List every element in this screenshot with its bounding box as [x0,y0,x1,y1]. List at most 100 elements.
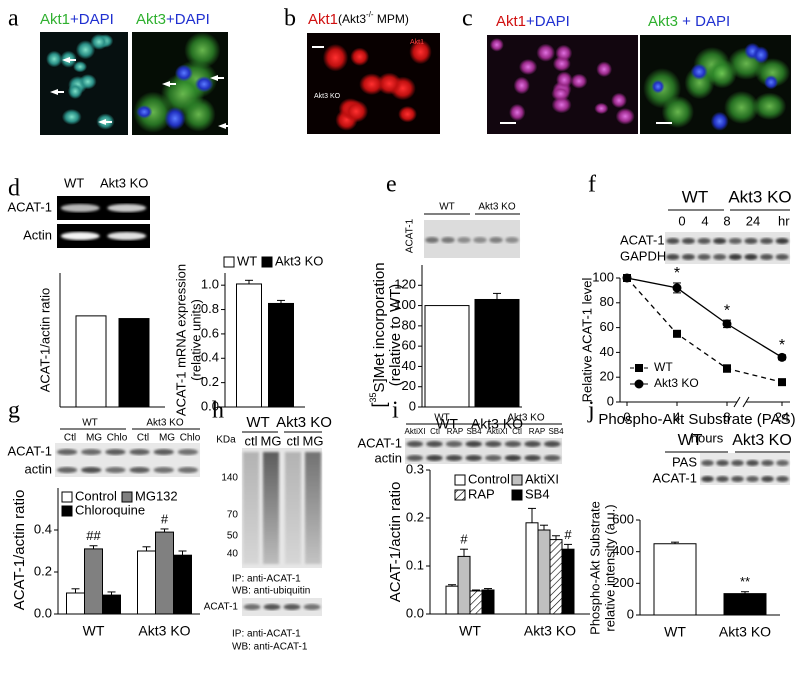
y-tick-label: 0.2 [406,509,424,524]
chart-title: Phospho-Akt Substrate (PAS) [598,411,795,428]
legend-swatch [61,505,73,517]
blot-band [543,455,561,461]
blot-band [465,441,482,447]
legend-label: Akt3 KO [275,253,323,268]
blot-band [107,204,147,212]
y-tick-label: 0.0 [34,605,52,620]
genotype: (Akt3 [338,12,366,26]
scale-bar [500,122,516,124]
point [672,283,682,293]
blot-band [505,237,519,243]
x-tick-label: WT [664,624,686,640]
cell [518,58,538,75]
row-label: ACAT-1 [7,199,52,214]
blot-band [445,441,463,447]
cell [75,40,96,60]
blot-band [504,441,522,447]
blot-band [426,455,443,461]
blot-band [303,604,321,610]
blot-smear [285,452,301,564]
y-tick-label: 40 [402,358,416,373]
bar [424,305,470,408]
blot-band [728,254,742,260]
blot-band [776,476,789,482]
cell [513,76,530,95]
y-tick-label: 60 [402,338,416,353]
lane-label: AktiXI [405,427,426,436]
bar [481,589,495,615]
group-label: Akt3 KO [507,413,544,424]
blot-band [107,232,147,240]
image-label: Akt1 [410,39,424,46]
lane-label: AktiXI [487,427,508,436]
blot-band [489,237,503,243]
blot-band [60,232,100,240]
axis-break [742,396,750,408]
legend-swatch [261,256,273,268]
blot-band [129,467,150,473]
panel-letter: c [462,6,473,32]
image-title: Akt1(Akt3-/- MPM) [308,10,409,28]
blot-band [445,455,463,461]
legend-marker [635,364,643,372]
y-axis-label: Phospho-Akt Substrate [587,501,602,635]
stain: +DAPI [70,11,114,28]
y-tick-label: 0.3 [406,461,424,476]
cell [752,46,770,64]
blot-smear [243,452,259,564]
annotation: # [460,532,468,547]
blot-band [473,237,487,243]
y-tick-label: 0.4 [201,350,219,365]
row-label: ACAT-1 [7,443,52,458]
lane-label: MG [303,433,324,448]
legend-swatch [121,491,133,503]
annotation: # [161,511,169,526]
legend-label: RAP [468,486,495,501]
y-tick-label: 20 [600,369,614,384]
blot-band [60,204,100,212]
blot-band [56,467,78,473]
cell [136,105,153,119]
point [777,352,787,362]
blot-band [761,460,774,466]
blot [242,598,322,616]
row-label: actin [25,461,52,476]
bar [561,548,575,615]
cell [489,38,504,52]
cell [551,86,571,102]
x-tick-label: Akt3 KO [471,416,523,432]
blot-band [697,254,711,260]
group-label: WT [678,432,703,449]
bar [268,302,294,408]
lane-label: SB4 [466,427,482,436]
panel-letter: g [8,398,20,424]
group-label: WT [434,413,450,424]
lane-unit: hr [778,213,790,228]
blot-smear [305,452,321,564]
marker-label: 40 [227,549,239,560]
y-axis-label: (relative units) [188,299,203,381]
bar [173,554,192,615]
blot-band [666,238,680,244]
y-tick-label: 0.2 [34,563,52,578]
cell-type: MPM) [374,12,409,26]
blot-band [746,476,759,482]
marker-label: 50 [227,531,239,542]
blot-band [177,467,199,473]
blot-band [701,476,714,482]
row-label: GAPDH [620,248,666,263]
point [778,378,786,387]
arrow [62,57,76,63]
y-tick-label: 80 [600,294,614,309]
cell [359,73,385,96]
genotype-superscript: -/- [366,10,374,19]
cell [651,79,665,94]
legend-swatch [511,474,523,486]
scale-bar [656,122,672,124]
blot-band [744,238,758,244]
blot [405,438,562,464]
blot-band [543,441,561,447]
x-tick-label: Akt3 KO [138,623,190,639]
blot-band [457,237,471,243]
panel-letter: h [212,398,224,424]
